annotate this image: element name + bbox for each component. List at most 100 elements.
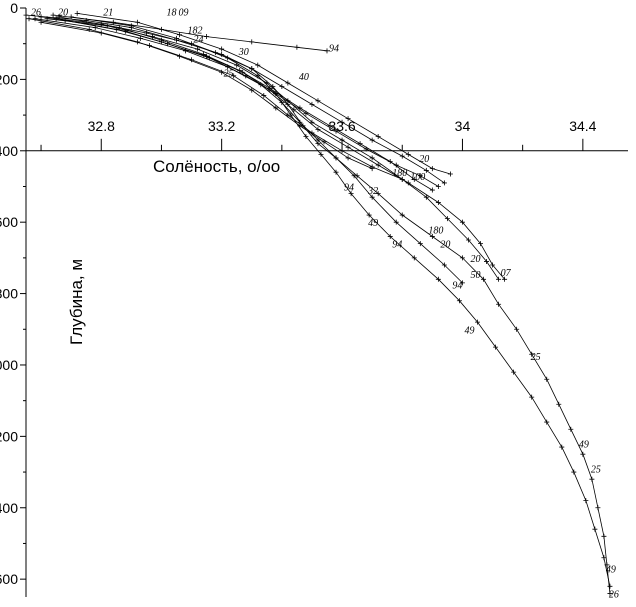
profile-label: 50 (470, 270, 480, 281)
profile-label: 182 (188, 25, 203, 36)
data-point (38, 14, 44, 20)
data-point (303, 134, 309, 140)
data-point (345, 116, 351, 122)
y-tick-label: 600 (0, 214, 18, 230)
series-49 (38, 14, 613, 589)
profile-label: 180 (428, 225, 443, 236)
data-point (318, 151, 324, 157)
data-point (327, 123, 333, 129)
series-18 (74, 10, 453, 177)
data-point (294, 44, 300, 50)
axes-layer: 0 200 400 600 800 1000 1200 1400 1600 32.8 33.2 33.… (0, 0, 628, 597)
data-point (53, 16, 59, 22)
data-point (589, 476, 595, 482)
series-line (41, 16, 611, 587)
data-point (158, 37, 164, 43)
profile-label: 09 (179, 8, 189, 19)
data-point (423, 194, 429, 200)
series-line (34, 18, 463, 284)
data-point (345, 144, 351, 150)
data-point (297, 105, 303, 111)
series-line (59, 16, 433, 191)
data-point (249, 87, 255, 93)
data-point (429, 187, 435, 193)
data-point (423, 167, 429, 173)
y-axis-title: Глубина, м (67, 259, 86, 345)
data-point (333, 155, 339, 161)
profile-label: 07 (501, 268, 512, 279)
data-point (514, 326, 520, 332)
data-point (143, 30, 149, 36)
data-point (309, 101, 315, 107)
data-point (56, 14, 62, 20)
profile-label: 20 (58, 8, 68, 19)
data-point (405, 151, 411, 157)
data-point (447, 171, 453, 177)
series-100 (68, 14, 447, 186)
data-point (568, 426, 574, 432)
data-point (351, 173, 357, 179)
data-point (174, 35, 179, 41)
series-layer (23, 10, 613, 596)
series-line (65, 20, 439, 187)
profile-label: 20 (470, 254, 480, 265)
data-point (204, 34, 210, 40)
data-point (496, 301, 502, 307)
data-point (110, 19, 116, 25)
data-point (511, 369, 517, 375)
data-point (417, 241, 423, 247)
profile-label: 180 (392, 168, 407, 179)
data-point (411, 255, 417, 261)
data-point (478, 241, 484, 247)
profile-label: 100 (410, 172, 425, 183)
data-point (490, 262, 496, 268)
y-tick-label: 0 (10, 0, 18, 16)
data-point (309, 119, 315, 125)
data-point (393, 219, 399, 225)
data-point (571, 469, 577, 475)
data-point (128, 23, 134, 29)
data-point (595, 505, 601, 511)
data-point (459, 255, 465, 261)
y-tick-label: 1000 (0, 357, 18, 373)
data-point (315, 126, 321, 132)
data-point (601, 533, 607, 539)
profile-label: 40 (299, 72, 309, 83)
data-point (201, 51, 207, 57)
x-axis-title: Солёность, о/оо (153, 157, 280, 176)
data-point (279, 84, 285, 90)
data-point (249, 66, 255, 72)
series-line (47, 18, 499, 280)
data-point (369, 155, 375, 161)
data-point (456, 298, 462, 304)
data-point (601, 555, 607, 561)
data-point (234, 62, 240, 68)
data-point (369, 166, 375, 172)
data-point (195, 46, 201, 52)
data-point (273, 105, 279, 111)
profile-label: 49 (464, 325, 474, 336)
data-point (435, 183, 441, 189)
profile-label: 20 (419, 154, 429, 165)
data-point (583, 498, 589, 504)
series-40 (53, 16, 508, 282)
data-point (459, 219, 465, 225)
data-point (134, 19, 140, 25)
profile-label: 20 (440, 240, 450, 251)
data-point (339, 119, 345, 125)
data-point (405, 180, 411, 186)
data-point (324, 48, 330, 54)
profile-label: 18 (166, 8, 176, 19)
series-line (71, 16, 445, 184)
x-tick-label: 34 (455, 118, 471, 134)
data-point (177, 32, 183, 38)
data-point (607, 590, 613, 596)
data-point (26, 16, 32, 22)
data-point (417, 173, 423, 179)
data-point (62, 17, 68, 23)
data-point (50, 12, 56, 18)
data-point (279, 100, 285, 106)
data-point (357, 141, 363, 147)
